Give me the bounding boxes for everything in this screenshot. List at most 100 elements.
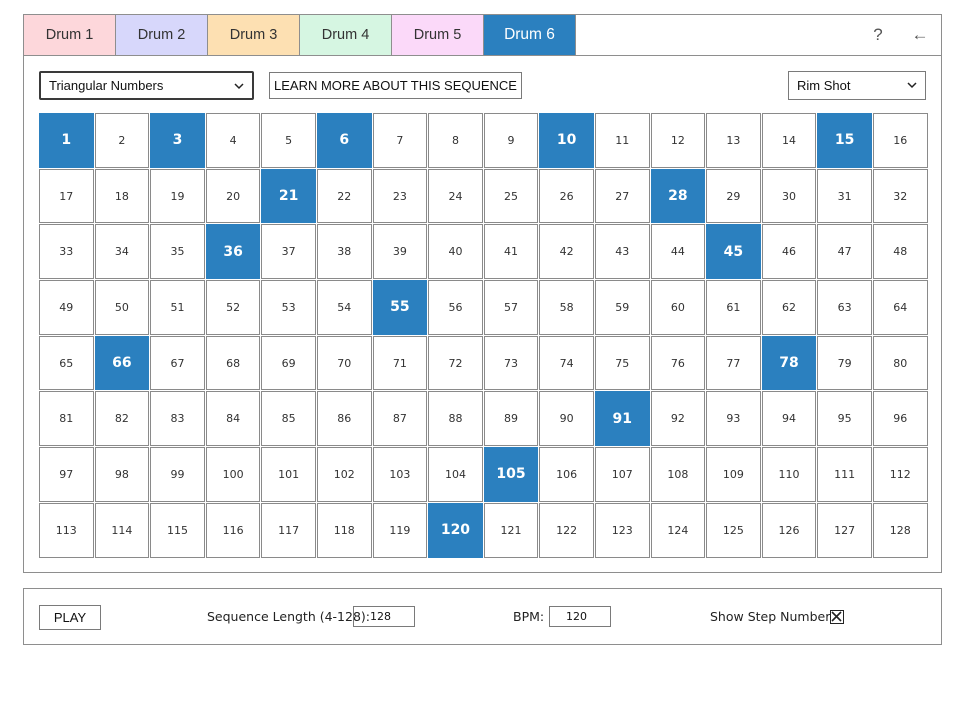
- step-cell-109[interactable]: 109: [706, 447, 761, 502]
- step-cell-67[interactable]: 67: [150, 335, 205, 391]
- step-cell-6[interactable]: 6: [316, 113, 372, 168]
- step-cell-80[interactable]: 80: [872, 335, 928, 391]
- step-cell-30[interactable]: 30: [761, 168, 817, 224]
- step-cell-82[interactable]: 82: [94, 391, 150, 447]
- step-cell-29[interactable]: 29: [706, 168, 761, 224]
- tab-drum-3[interactable]: Drum 3: [208, 15, 300, 55]
- step-cell-56[interactable]: 56: [428, 280, 483, 335]
- step-cell-1[interactable]: 1: [39, 113, 94, 168]
- step-cell-38[interactable]: 38: [316, 224, 372, 280]
- step-cell-127[interactable]: 127: [817, 502, 872, 558]
- step-cell-4[interactable]: 4: [205, 113, 261, 168]
- step-cell-71[interactable]: 71: [372, 335, 428, 391]
- step-cell-105[interactable]: 105: [483, 447, 539, 502]
- step-cell-59[interactable]: 59: [594, 280, 650, 335]
- step-cell-5[interactable]: 5: [261, 113, 316, 168]
- step-cell-31[interactable]: 31: [817, 168, 872, 224]
- step-cell-92[interactable]: 92: [650, 391, 706, 447]
- step-cell-77[interactable]: 77: [706, 335, 761, 391]
- step-cell-2[interactable]: 2: [94, 113, 150, 168]
- step-cell-116[interactable]: 116: [205, 502, 261, 558]
- step-cell-66[interactable]: 66: [94, 335, 150, 391]
- step-cell-37[interactable]: 37: [261, 224, 316, 280]
- step-cell-25[interactable]: 25: [483, 168, 539, 224]
- step-cell-9[interactable]: 9: [483, 113, 539, 168]
- step-cell-49[interactable]: 49: [39, 280, 94, 335]
- step-cell-128[interactable]: 128: [872, 502, 928, 558]
- step-cell-99[interactable]: 99: [150, 447, 205, 502]
- play-button[interactable]: PLAY: [39, 605, 101, 630]
- step-cell-114[interactable]: 114: [94, 502, 150, 558]
- step-cell-93[interactable]: 93: [706, 391, 761, 447]
- step-cell-60[interactable]: 60: [650, 280, 706, 335]
- step-cell-62[interactable]: 62: [761, 280, 817, 335]
- step-cell-48[interactable]: 48: [872, 224, 928, 280]
- step-cell-117[interactable]: 117: [261, 502, 316, 558]
- tab-drum-1[interactable]: Drum 1: [24, 15, 116, 55]
- step-cell-13[interactable]: 13: [706, 113, 761, 168]
- step-cell-120[interactable]: 120: [428, 502, 483, 558]
- step-cell-27[interactable]: 27: [594, 168, 650, 224]
- step-cell-18[interactable]: 18: [94, 168, 150, 224]
- step-cell-43[interactable]: 43: [594, 224, 650, 280]
- step-cell-23[interactable]: 23: [372, 168, 428, 224]
- step-cell-88[interactable]: 88: [428, 391, 483, 447]
- tab-drum-5[interactable]: Drum 5: [392, 15, 484, 55]
- step-cell-121[interactable]: 121: [483, 502, 539, 558]
- step-cell-91[interactable]: 91: [594, 391, 650, 447]
- step-cell-104[interactable]: 104: [428, 447, 483, 502]
- step-cell-46[interactable]: 46: [761, 224, 817, 280]
- step-cell-100[interactable]: 100: [205, 447, 261, 502]
- step-cell-51[interactable]: 51: [150, 280, 205, 335]
- step-cell-64[interactable]: 64: [872, 280, 928, 335]
- step-cell-45[interactable]: 45: [706, 224, 761, 280]
- sequence-length-input[interactable]: 128: [353, 606, 415, 627]
- step-cell-50[interactable]: 50: [94, 280, 150, 335]
- step-cell-63[interactable]: 63: [817, 280, 872, 335]
- help-button[interactable]: ?: [873, 25, 883, 44]
- step-cell-32[interactable]: 32: [872, 168, 928, 224]
- step-cell-52[interactable]: 52: [205, 280, 261, 335]
- step-cell-11[interactable]: 11: [594, 113, 650, 168]
- step-cell-70[interactable]: 70: [316, 335, 372, 391]
- step-cell-61[interactable]: 61: [706, 280, 761, 335]
- step-cell-102[interactable]: 102: [316, 447, 372, 502]
- tab-drum-4[interactable]: Drum 4: [300, 15, 392, 55]
- step-cell-119[interactable]: 119: [372, 502, 428, 558]
- tab-drum-2[interactable]: Drum 2: [116, 15, 208, 55]
- step-cell-16[interactable]: 16: [872, 113, 928, 168]
- step-cell-78[interactable]: 78: [761, 335, 817, 391]
- tab-drum-6[interactable]: Drum 6: [484, 15, 576, 55]
- step-cell-68[interactable]: 68: [205, 335, 261, 391]
- step-cell-12[interactable]: 12: [650, 113, 706, 168]
- step-cell-72[interactable]: 72: [428, 335, 483, 391]
- step-cell-113[interactable]: 113: [39, 502, 94, 558]
- step-cell-53[interactable]: 53: [261, 280, 316, 335]
- step-cell-101[interactable]: 101: [261, 447, 316, 502]
- step-cell-22[interactable]: 22: [316, 168, 372, 224]
- step-cell-76[interactable]: 76: [650, 335, 706, 391]
- step-cell-8[interactable]: 8: [428, 113, 483, 168]
- step-cell-123[interactable]: 123: [594, 502, 650, 558]
- step-cell-86[interactable]: 86: [316, 391, 372, 447]
- step-cell-57[interactable]: 57: [483, 280, 539, 335]
- step-cell-126[interactable]: 126: [761, 502, 817, 558]
- step-cell-125[interactable]: 125: [706, 502, 761, 558]
- show-step-numbers-checkbox[interactable]: [830, 610, 844, 624]
- back-arrow-icon[interactable]: ←: [911, 25, 929, 44]
- step-cell-20[interactable]: 20: [205, 168, 261, 224]
- step-cell-35[interactable]: 35: [150, 224, 205, 280]
- step-cell-83[interactable]: 83: [150, 391, 205, 447]
- step-cell-65[interactable]: 65: [39, 335, 94, 391]
- step-cell-97[interactable]: 97: [39, 447, 94, 502]
- step-cell-15[interactable]: 15: [817, 113, 872, 168]
- step-cell-47[interactable]: 47: [817, 224, 872, 280]
- step-cell-81[interactable]: 81: [39, 391, 94, 447]
- step-cell-85[interactable]: 85: [261, 391, 316, 447]
- step-cell-54[interactable]: 54: [316, 280, 372, 335]
- step-cell-34[interactable]: 34: [94, 224, 150, 280]
- step-cell-110[interactable]: 110: [761, 447, 817, 502]
- step-cell-122[interactable]: 122: [539, 502, 594, 558]
- step-cell-19[interactable]: 19: [150, 168, 205, 224]
- step-cell-103[interactable]: 103: [372, 447, 428, 502]
